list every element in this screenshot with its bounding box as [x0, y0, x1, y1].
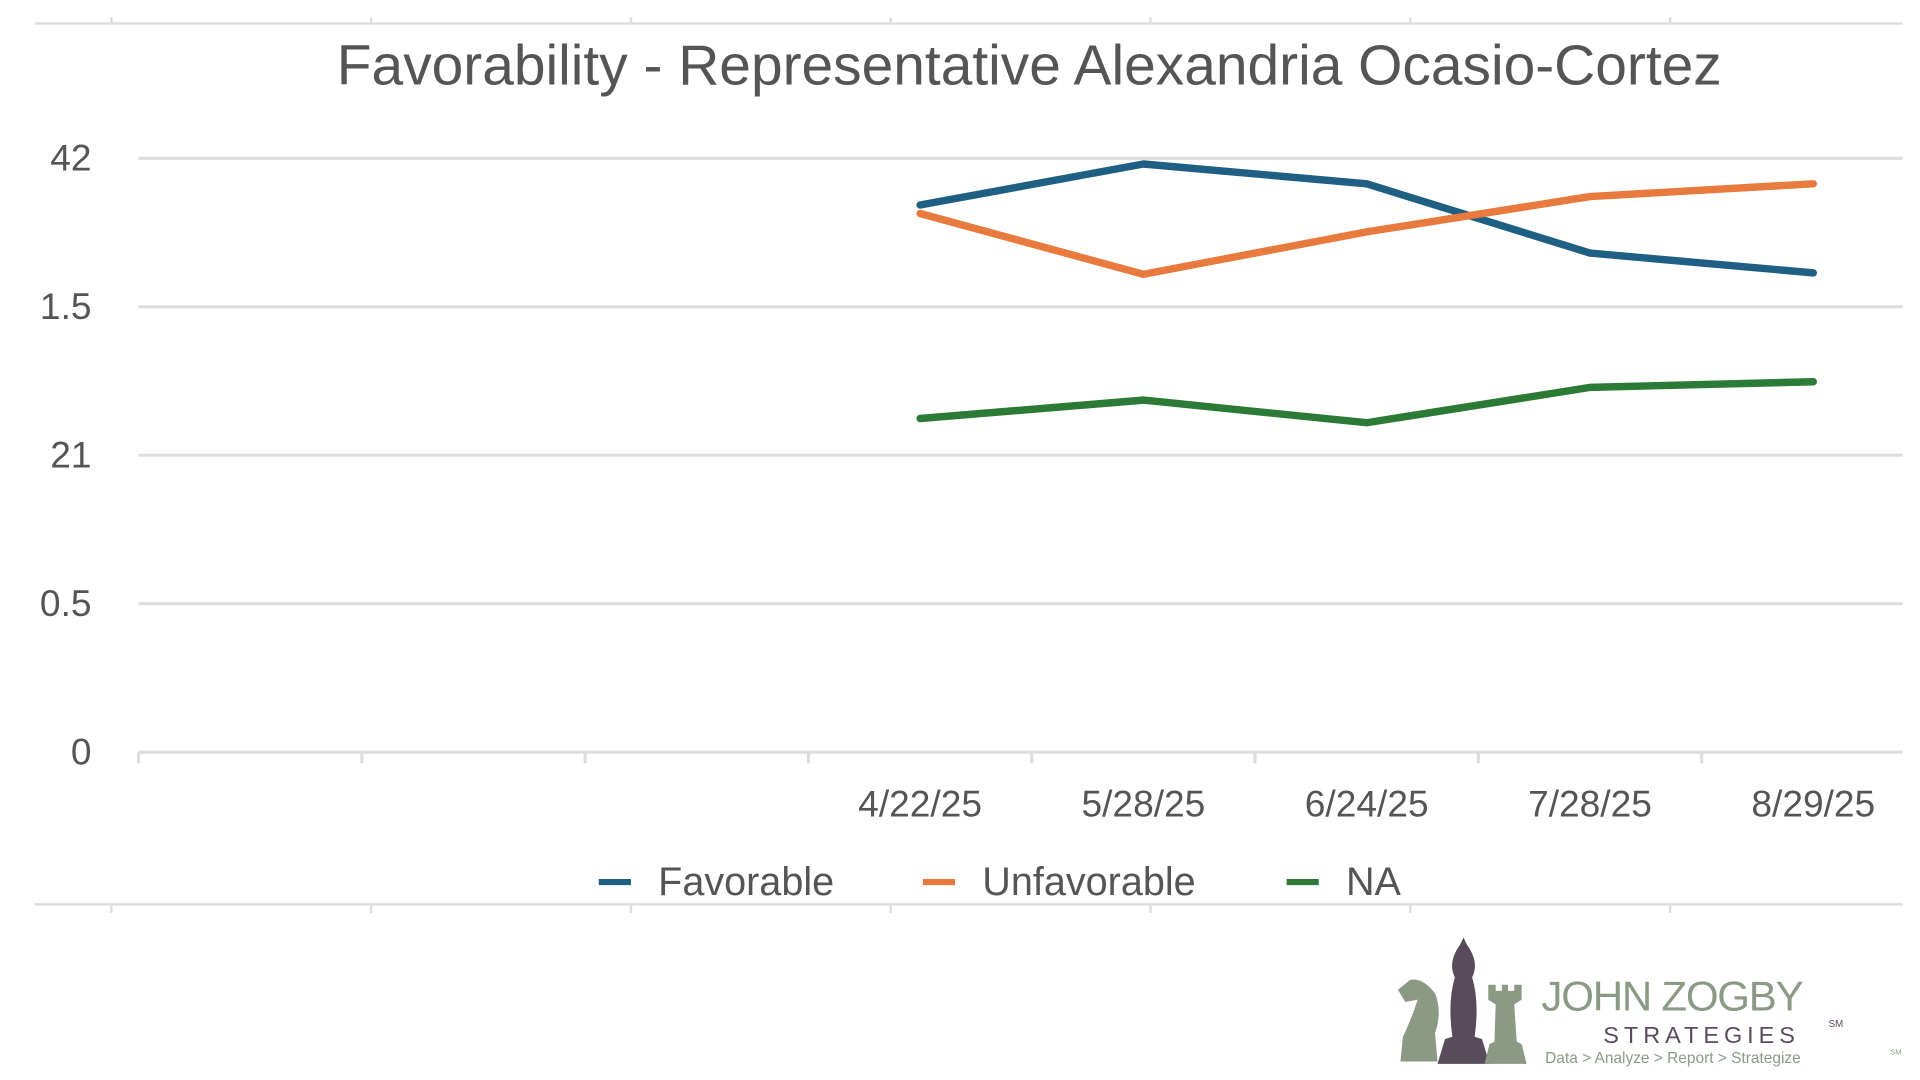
- logo-tagline-mark: SM: [1890, 1048, 1901, 1057]
- logo: JOHN ZOGBY STRATEGIES SM Data > Analyze …: [1397, 937, 1901, 1067]
- y-tick-label: 1.5: [40, 285, 92, 327]
- bishop-icon: [1437, 937, 1490, 1064]
- x-tick-label: 4/22/25: [858, 782, 982, 824]
- logo-subtitle: STRATEGIES: [1603, 1022, 1800, 1048]
- legend-label: Unfavorable: [982, 860, 1195, 904]
- x-tick-label: 6/24/25: [1305, 782, 1429, 824]
- x-tick-label: 5/28/25: [1081, 782, 1205, 824]
- logo-tagline: Data > Analyze > Report > Strategize: [1545, 1050, 1801, 1067]
- rook-icon: [1484, 984, 1527, 1064]
- y-tick-label: 42: [50, 137, 91, 179]
- logo-mark: SM: [1828, 1019, 1843, 1030]
- y-tick-label: 0.5: [40, 582, 92, 624]
- legend-label: Favorable: [658, 860, 834, 904]
- chart-title: Favorability - Representative Alexandria…: [337, 33, 1722, 97]
- series-line: [916, 378, 1818, 427]
- legend-label: NA: [1346, 860, 1402, 904]
- x-tick-label: 8/29/25: [1751, 782, 1875, 824]
- logo-name: JOHN ZOGBY: [1541, 973, 1803, 1020]
- x-tick-label: 7/28/25: [1528, 782, 1652, 824]
- frame: [34, 17, 1903, 913]
- series-line: [916, 180, 1818, 278]
- y-tick-label: 21: [50, 434, 91, 476]
- y-tick-label: 0: [71, 730, 92, 772]
- knight-icon: [1397, 979, 1439, 1062]
- series-line: [916, 160, 1818, 277]
